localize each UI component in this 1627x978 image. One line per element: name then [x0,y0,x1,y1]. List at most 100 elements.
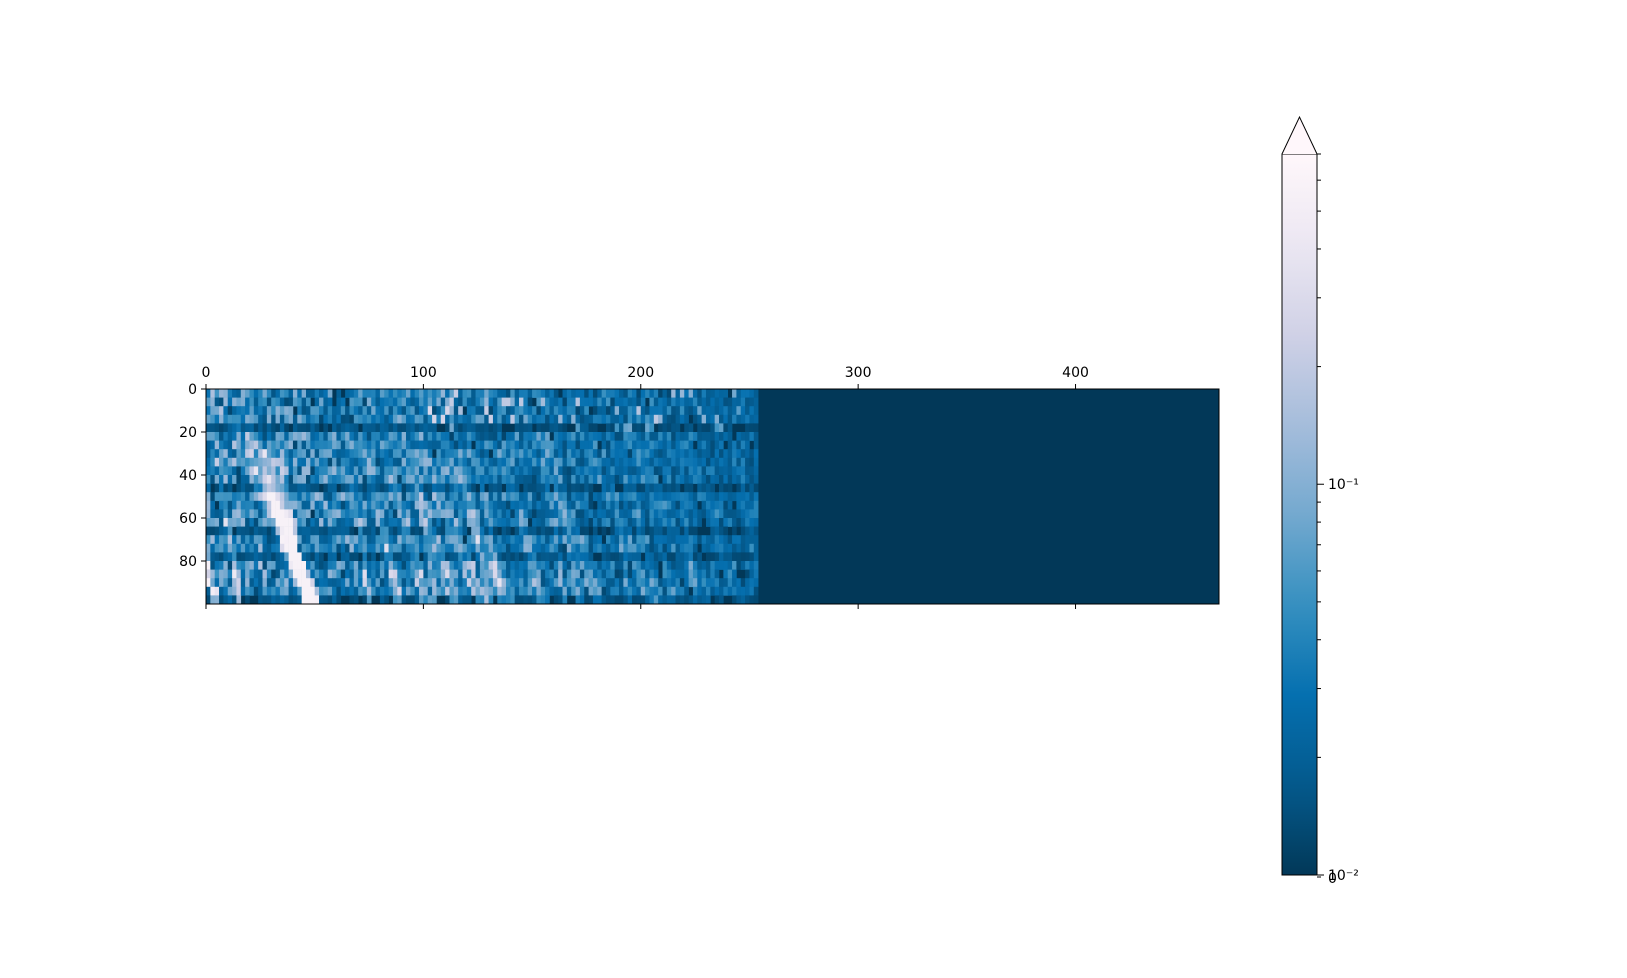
heatmap-cell [479,440,485,450]
heatmap-cell [462,500,468,510]
heatmap-cell [610,500,615,510]
heatmap-cell [632,569,637,579]
heatmap-cell [553,561,559,570]
heatmap-cell [514,569,520,579]
y-tick-label: 0 [188,382,197,398]
heatmap-cell [206,414,211,424]
heatmap-cell [432,440,437,450]
heatmap-cell [449,578,455,588]
heatmap-cell [719,449,724,459]
heatmap-cell [362,457,368,467]
heatmap-cell [379,449,385,459]
heatmap-cell [414,543,420,553]
heatmap-cell [753,586,759,596]
heatmap-cell [245,449,250,459]
heatmap-cell [645,561,650,570]
heatmap-cell [397,406,402,416]
heatmap-cell [310,518,315,527]
heatmap-cell [623,492,629,502]
heatmap-cell [275,389,281,398]
heatmap-cell [236,578,242,588]
heatmap-cell [710,552,715,562]
heatmap-cell [488,414,494,424]
heatmap-cell [745,569,750,579]
heatmap-cell [553,526,559,536]
heatmap-cell [636,475,642,484]
heatmap-cell [601,432,607,441]
heatmap-cell [466,561,472,570]
heatmap-cell [271,389,276,398]
heatmap-cell [362,578,368,588]
heatmap-cell [640,389,646,398]
heatmap-cell [206,440,211,450]
heatmap-cell [645,483,650,493]
heatmap-cell [540,475,546,484]
heatmap-cell [736,440,742,450]
heatmap-cell [579,500,585,510]
heatmap-cell [306,526,311,536]
heatmap-cell [545,552,550,562]
heatmap-cell [640,561,646,570]
heatmap-cell [375,457,381,467]
heatmap-cell [692,586,698,596]
heatmap-cell [436,586,442,596]
heatmap-cell [714,561,720,570]
heatmap-cell [319,492,324,502]
heatmap-cell [701,457,707,467]
heatmap-cell [601,389,607,398]
heatmap-cell [562,509,568,519]
heatmap-cell [627,414,633,424]
heatmap-cell [732,509,737,519]
heatmap-cell [249,397,255,407]
heatmap-cell [349,578,355,588]
heatmap-cell [640,406,646,416]
heatmap-cell [340,475,346,484]
heatmap-cell [684,432,689,441]
heatmap-cell [488,492,494,502]
heatmap-cell [401,449,407,459]
heatmap-cell [645,569,650,579]
heatmap-cell [592,414,598,424]
heatmap-cell [523,432,529,441]
heatmap-cell [697,475,702,484]
heatmap-cell [279,449,285,459]
heatmap-cell [349,406,355,416]
heatmap-cell [536,432,542,441]
heatmap-cell [740,578,746,588]
heatmap-cell [632,414,637,424]
heatmap-cell [379,423,385,433]
heatmap-cell [749,509,755,519]
heatmap-cell [640,578,646,588]
heatmap-cell [223,518,229,527]
heatmap-cell [375,440,381,450]
heatmap-cell [536,414,542,424]
heatmap-cell [710,475,715,484]
heatmap-cell [610,457,615,467]
heatmap-cell [297,389,302,398]
heatmap-cell [249,543,255,553]
heatmap-cell [501,595,507,605]
heatmap-cell [345,535,350,545]
y-tick-label: 40 [179,468,197,484]
heatmap-cell [297,500,302,510]
heatmap-cell [392,595,398,605]
heatmap-cell [501,389,507,398]
heatmap-cell [336,432,342,441]
heatmap-cell [384,561,389,570]
heatmap-cell [549,578,555,588]
heatmap-cell [462,440,468,450]
heatmap-cell [653,552,659,562]
heatmap-cell [675,586,681,596]
heatmap-cell [666,561,672,570]
heatmap-cell [427,406,433,416]
heatmap-cell [532,440,537,450]
heatmap-cell [353,535,359,545]
heatmap-cell [675,492,681,502]
heatmap-cell [410,509,415,519]
heatmap-cell [619,457,624,467]
heatmap-cell [392,561,398,570]
heatmap-cell [479,432,485,441]
heatmap-cell [353,466,359,476]
heatmap-cell [245,595,250,605]
